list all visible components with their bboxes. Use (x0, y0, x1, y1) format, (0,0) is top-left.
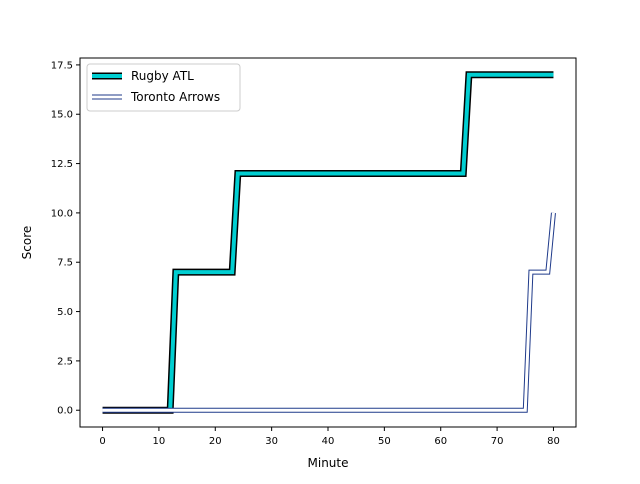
x-axis-label: Minute (308, 456, 349, 470)
x-tick-label: 40 (322, 436, 335, 447)
y-tick-label: 7.5 (57, 258, 73, 269)
legend: Rugby ATL Toronto Arrows (86, 63, 241, 112)
x-tick-label: 0 (99, 436, 105, 447)
legend-item: Toronto Arrows (92, 90, 220, 104)
x-tick-label: 70 (491, 436, 504, 447)
legend-label: Toronto Arrows (130, 90, 220, 104)
x-tick-label: 10 (153, 436, 166, 447)
legend-items: Rugby ATL Toronto Arrows (92, 69, 220, 104)
legend-box (86, 63, 241, 112)
y-tick-label: 17.5 (51, 60, 73, 71)
x-tick-label: 50 (378, 436, 391, 447)
y-axis-ticks: 0.0 2.5 5.0 7.5 10.0 12.5 15.0 17.5 (51, 60, 80, 417)
series-line-core (102, 72, 554, 413)
y-tick-label: 15.0 (51, 110, 73, 121)
legend-label: Rugby ATL (131, 69, 194, 83)
y-tick-label: 2.5 (57, 356, 73, 367)
series-line-core (102, 212, 555, 412)
x-tick-label: 80 (547, 436, 560, 447)
series-1-line (102, 212, 556, 413)
x-tick-label: 30 (265, 436, 278, 447)
y-axis-label: Score (20, 226, 34, 260)
y-tick-label: 5.0 (57, 307, 73, 318)
x-tick-label: 60 (434, 436, 447, 447)
y-tick-label: 0.0 (57, 406, 73, 417)
y-tick-label: 10.0 (51, 208, 73, 219)
x-axis-ticks: 0 10 20 30 40 50 60 70 80 (99, 427, 560, 447)
legend-item: Rugby ATL (92, 69, 194, 83)
y-tick-label: 12.5 (51, 159, 73, 170)
x-tick-label: 20 (209, 436, 222, 447)
series-0-line (102, 71, 554, 414)
series-layer (102, 71, 556, 414)
